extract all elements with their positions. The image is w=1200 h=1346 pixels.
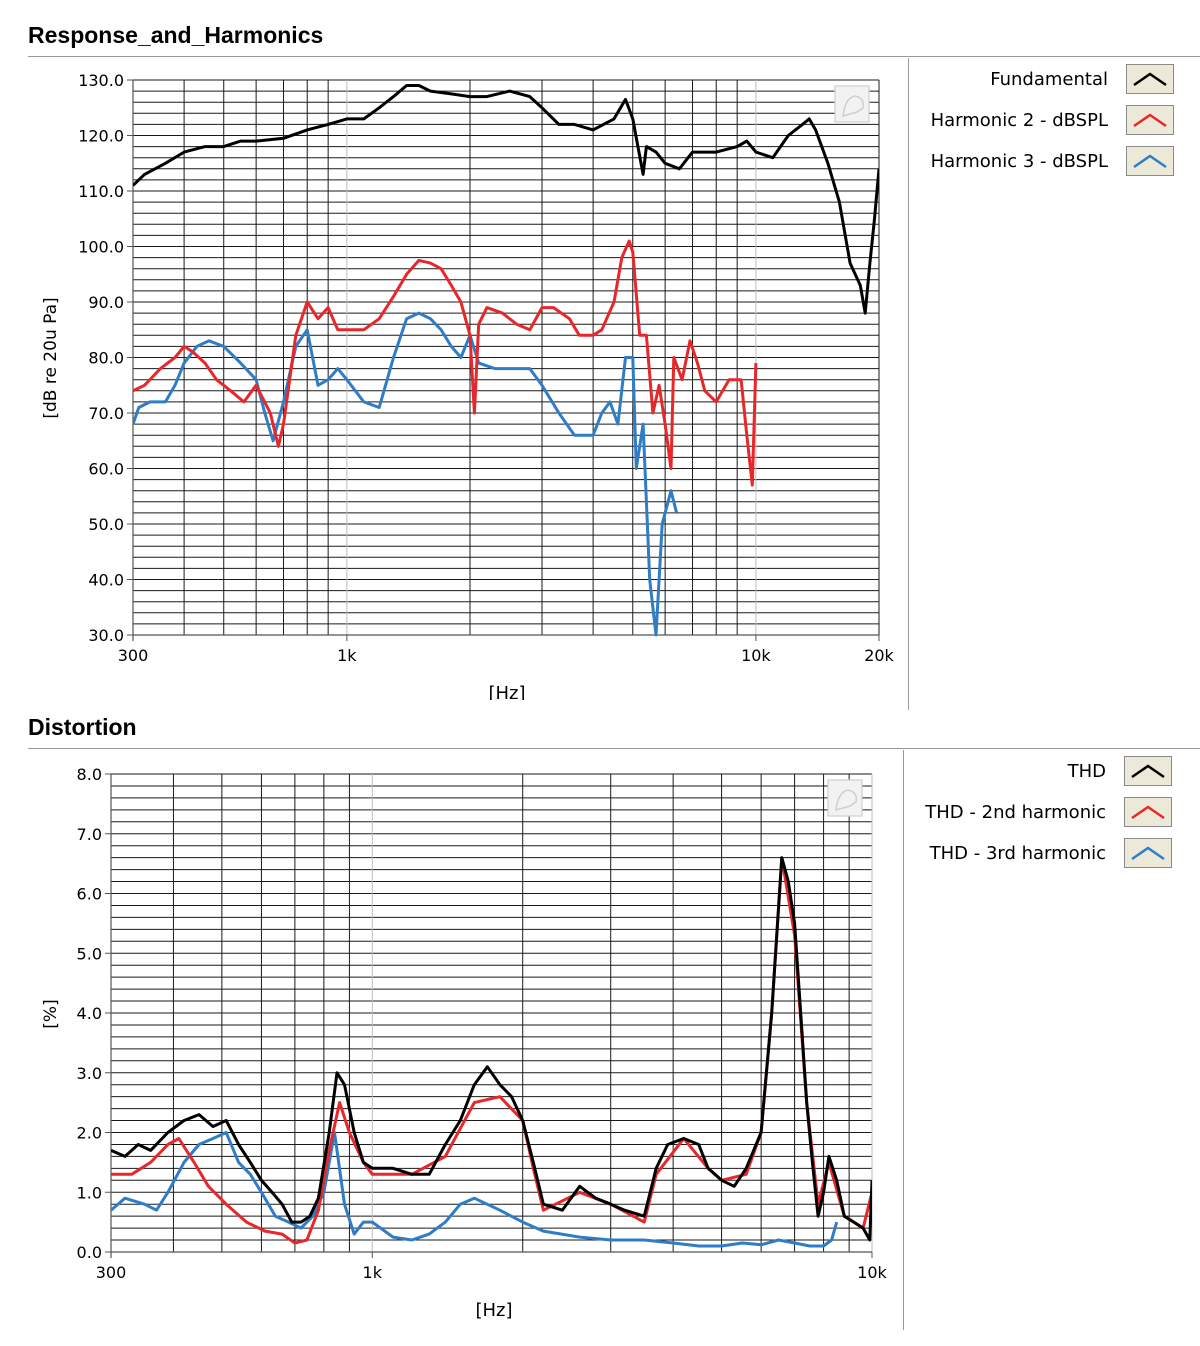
y-tick-label: 40.0 <box>88 571 124 590</box>
x-tick-label: 300 <box>96 1263 127 1282</box>
panel-divider <box>908 58 909 710</box>
legend-label: THD <box>1067 760 1106 782</box>
y-tick-label: 5.0 <box>77 944 102 963</box>
y-tick-label: 4.0 <box>77 1004 102 1023</box>
legend-item-thd-3rd[interactable]: THD - 3rd harmonic <box>930 836 1172 870</box>
line-style-icon[interactable] <box>1124 756 1172 786</box>
legend-item-thd-2nd[interactable]: THD - 2nd harmonic <box>925 795 1172 829</box>
y-axis-label: [%] <box>41 999 61 1028</box>
legend-item-harmonic-2[interactable]: Harmonic 2 - dBSPL <box>931 103 1174 137</box>
y-tick-label: 120.0 <box>78 127 124 146</box>
x-tick-label: 10k <box>741 646 771 665</box>
y-tick-label: 2.0 <box>77 1124 102 1143</box>
x-tick-label: 10k <box>857 1263 887 1282</box>
series-line-harmonic-3-dbspl <box>133 311 679 637</box>
x-tick-label: 20k <box>864 646 894 665</box>
y-tick-label: 0.0 <box>77 1243 102 1262</box>
y-tick-label: 1.0 <box>77 1183 102 1202</box>
y-tick-label: 8.0 <box>77 765 102 784</box>
legend-label: THD - 3rd harmonic <box>929 842 1106 864</box>
line-style-icon[interactable] <box>1124 797 1172 827</box>
y-tick-label: 110.0 <box>78 182 124 201</box>
panel-divider <box>28 56 1200 57</box>
y-tick-label: 130.0 <box>78 71 124 90</box>
chart-title-response: Response_and_Harmonics <box>28 22 324 48</box>
line-style-icon[interactable] <box>1126 146 1174 176</box>
y-tick-label: 3.0 <box>77 1064 102 1083</box>
response-chart: [dB re 20u Pa] [Hz] 30.0 40.0 50.0 60.0 70.0… <box>41 71 895 700</box>
legend-item-fundamental[interactable]: Fundamental <box>990 62 1174 96</box>
panel-divider <box>903 750 904 1330</box>
y-tick-label: 6.0 <box>77 885 102 904</box>
plot-tools-icon[interactable] <box>834 85 870 123</box>
y-tick-label: 7.0 <box>77 825 102 844</box>
y-axis-label: [dB re 20u Pa] <box>41 297 61 418</box>
line-style-icon[interactable] <box>1126 105 1174 135</box>
panel-divider <box>28 748 1200 749</box>
legend-label: THD - 2nd harmonic <box>925 801 1106 823</box>
series-line-thd-3rd-harmonic <box>111 1131 839 1248</box>
legend-item-harmonic-3[interactable]: Harmonic 3 - dBSPL <box>931 144 1174 178</box>
x-tick-label: 300 <box>118 646 149 665</box>
legend-label: Harmonic 2 - dBSPL <box>930 109 1108 131</box>
y-tick-label: 80.0 <box>88 349 124 368</box>
x-axis-label: [Hz] <box>475 1300 512 1321</box>
line-style-icon[interactable] <box>1126 64 1174 94</box>
y-tick-label: 60.0 <box>88 460 124 479</box>
y-tick-label: 50.0 <box>88 515 124 534</box>
legend-label: Harmonic 3 - dBSPL <box>930 150 1108 172</box>
series-line-thd <box>111 856 872 1242</box>
grid <box>110 773 873 1253</box>
chart-title-distortion: Distortion <box>28 714 137 740</box>
x-tick-label: 1k <box>337 646 357 665</box>
y-tick-label: 30.0 <box>88 626 124 645</box>
legend-label: Fundamental <box>990 68 1108 90</box>
plot-tools-icon[interactable] <box>827 779 863 817</box>
line-style-icon[interactable] <box>1124 838 1172 868</box>
x-tick-label: 1k <box>363 1263 383 1282</box>
legend-distortion: THD THD - 2nd harmonic THD - 3rd harmoni… <box>905 752 1172 882</box>
series-line-harmonic-2-dbspl <box>133 239 758 487</box>
legend-item-thd[interactable]: THD <box>1068 754 1172 788</box>
x-axis-label: [Hz] <box>488 683 525 700</box>
y-tick-label: 70.0 <box>88 404 124 423</box>
series-line-fundamental <box>133 84 879 315</box>
grid <box>132 79 880 636</box>
y-tick-label: 90.0 <box>88 293 124 312</box>
legend-response: Fundamental Harmonic 2 - dBSPL Harmonic … <box>910 60 1174 190</box>
y-tick-label: 100.0 <box>78 238 124 257</box>
series-line-thd-2nd-harmonic <box>111 856 872 1245</box>
